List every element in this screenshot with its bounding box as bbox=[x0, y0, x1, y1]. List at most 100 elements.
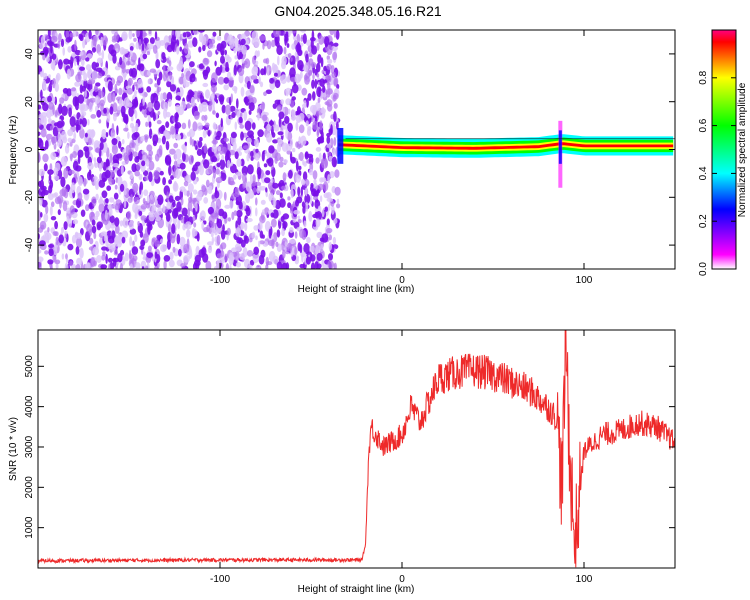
noise-speck bbox=[225, 150, 231, 160]
noise-speck bbox=[333, 218, 338, 224]
noise-speck bbox=[44, 250, 49, 255]
noise-speck bbox=[258, 240, 261, 248]
noise-speck bbox=[321, 158, 328, 169]
noise-speck bbox=[296, 42, 301, 52]
noise-speck bbox=[263, 91, 267, 97]
noise-speck bbox=[332, 51, 338, 61]
noise-speck bbox=[148, 121, 152, 128]
noise-speck bbox=[280, 74, 287, 85]
noise-speck bbox=[287, 202, 292, 209]
noise-speck bbox=[44, 140, 49, 150]
noise-speck bbox=[274, 156, 278, 164]
noise-speck bbox=[114, 184, 118, 190]
noise-speck bbox=[234, 55, 238, 60]
noise-speck bbox=[173, 142, 179, 149]
noise-speck bbox=[159, 170, 164, 176]
noise-speck bbox=[40, 128, 47, 138]
noise-speck bbox=[305, 120, 309, 127]
noise-speck bbox=[163, 255, 171, 262]
noise-speck bbox=[132, 182, 139, 193]
snr-x-axis-label: Height of straight line (km) bbox=[298, 584, 415, 595]
noise-speck bbox=[148, 171, 153, 183]
noise-speck bbox=[49, 264, 53, 269]
noise-speck bbox=[240, 86, 245, 97]
noise-speck bbox=[221, 104, 226, 114]
noise-speck bbox=[95, 30, 99, 36]
noise-speck bbox=[103, 107, 107, 114]
noise-speck bbox=[116, 125, 119, 136]
noise-speck bbox=[81, 85, 86, 92]
snr-y-tick-label: 3000 bbox=[24, 435, 35, 458]
noise-speck bbox=[290, 57, 293, 62]
colorbar-tick-label: 0.2 bbox=[698, 214, 709, 228]
noise-speck bbox=[147, 101, 154, 112]
noise-speck bbox=[179, 46, 182, 52]
noise-speck bbox=[296, 106, 301, 116]
noise-speck bbox=[305, 152, 308, 158]
noise-speck bbox=[285, 87, 292, 95]
noise-speck bbox=[294, 245, 297, 256]
noise-speck bbox=[134, 170, 140, 177]
noise-speck bbox=[152, 113, 156, 122]
noise-speck bbox=[301, 229, 307, 241]
noise-speck bbox=[333, 78, 338, 86]
noise-speck bbox=[146, 222, 153, 228]
noise-speck bbox=[177, 218, 181, 230]
noise-speck bbox=[271, 132, 276, 138]
noise-speck bbox=[94, 175, 97, 187]
noise-speck bbox=[168, 259, 175, 268]
noise-speck bbox=[263, 163, 268, 168]
noise-speck bbox=[300, 135, 307, 146]
noise-speck bbox=[168, 98, 172, 107]
noise-speck bbox=[303, 100, 307, 108]
noise-speck bbox=[317, 183, 324, 191]
noise-speck bbox=[193, 222, 197, 228]
noise-speck bbox=[138, 173, 143, 181]
noise-speck bbox=[234, 187, 240, 195]
noise-speck bbox=[68, 169, 75, 175]
noise-speck bbox=[129, 46, 134, 51]
noise-speck bbox=[154, 153, 160, 162]
noise-speck bbox=[336, 203, 341, 209]
noise-speck bbox=[314, 261, 319, 269]
noise-speck bbox=[216, 162, 221, 168]
noise-speck bbox=[80, 106, 84, 115]
noise-speck bbox=[132, 151, 138, 158]
noise-speck bbox=[123, 197, 127, 209]
noise-speck bbox=[154, 31, 158, 40]
noise-speck bbox=[334, 169, 340, 178]
noise-speck bbox=[196, 233, 200, 242]
noise-speck bbox=[169, 148, 176, 155]
noise-speck bbox=[316, 231, 323, 239]
noise-speck bbox=[192, 37, 198, 48]
noise-speck bbox=[179, 236, 186, 247]
noise-speck bbox=[126, 60, 131, 66]
noise-speck bbox=[134, 110, 138, 119]
noise-speck bbox=[316, 73, 320, 78]
noise-speck bbox=[246, 153, 250, 162]
noise-speck bbox=[45, 205, 49, 215]
noise-speck bbox=[284, 241, 287, 247]
noise-speck bbox=[56, 120, 64, 129]
noise-speck bbox=[99, 196, 103, 204]
noise-speck bbox=[146, 252, 154, 258]
noise-speck bbox=[39, 71, 44, 76]
noise-speck bbox=[294, 73, 301, 84]
noise-speck bbox=[58, 136, 62, 146]
noise-speck bbox=[273, 124, 280, 132]
noise-speck bbox=[297, 60, 304, 71]
noise-speck bbox=[38, 256, 44, 263]
noise-speck bbox=[258, 221, 263, 231]
noise-speck bbox=[171, 30, 175, 36]
noise-speck bbox=[308, 168, 314, 176]
noise-speck bbox=[101, 246, 108, 251]
noise-speck bbox=[81, 117, 87, 128]
noise-speck bbox=[190, 171, 196, 181]
noise-speck bbox=[203, 143, 208, 154]
noise-speck bbox=[162, 92, 167, 100]
noise-speck bbox=[289, 67, 296, 78]
colorbar-tick-label: 0.8 bbox=[698, 70, 709, 84]
noise-speck bbox=[265, 89, 272, 95]
noise-speck bbox=[69, 205, 75, 215]
noise-speck bbox=[226, 159, 231, 169]
